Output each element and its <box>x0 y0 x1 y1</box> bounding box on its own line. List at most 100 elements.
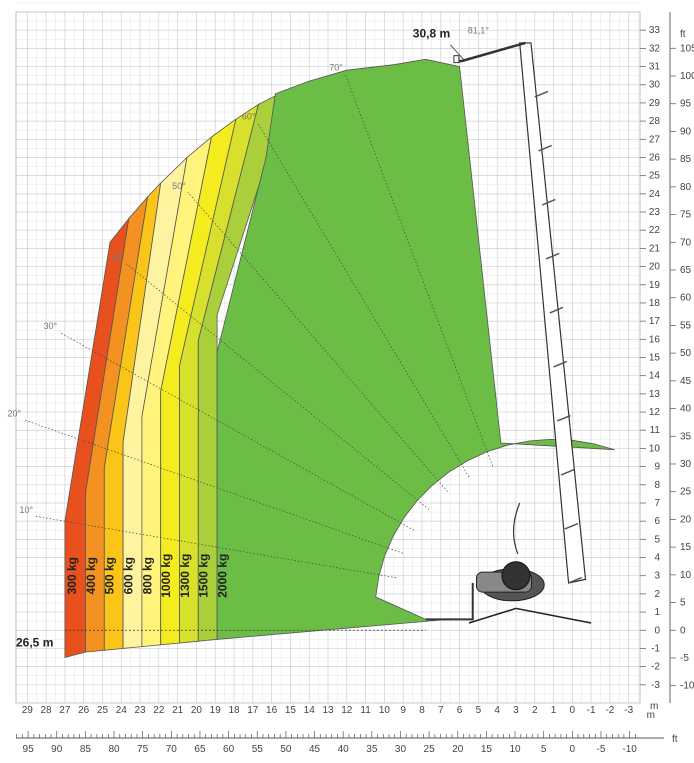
x-tick-ft: 35 <box>366 744 378 755</box>
y-tick-ft: 100 <box>680 71 694 82</box>
boom-segment <box>545 252 560 260</box>
y-tick-ft: 65 <box>680 265 692 276</box>
x-tick-ft: 10 <box>509 744 521 755</box>
y-tick-m: 0 <box>654 625 660 636</box>
y-tick-m: 15 <box>649 353 661 364</box>
boom-segment <box>549 306 564 314</box>
x-tick-m: 9 <box>400 705 406 716</box>
x-tick-m: 2 <box>532 705 538 716</box>
y-tick-ft: -5 <box>680 653 689 664</box>
y-tick-m: 23 <box>649 207 661 218</box>
x-tick-m: 18 <box>228 705 240 716</box>
x-tick-ft: 85 <box>80 744 92 755</box>
y-tick-m: 28 <box>649 116 661 127</box>
x-tick-ft: 45 <box>309 744 321 755</box>
load-zone-label: 800 kg <box>140 557 154 594</box>
angle-label: 20° <box>7 409 21 419</box>
y-tick-ft: 45 <box>680 376 692 387</box>
y-tick-m: 5 <box>654 534 660 545</box>
angle-label: 60° <box>242 112 256 122</box>
x-tick-ft: 80 <box>108 744 120 755</box>
angle-label: 40° <box>111 253 125 263</box>
x-tick-m: 8 <box>419 705 425 716</box>
x-tick-m: 17 <box>247 705 259 716</box>
x-tick-m: -2 <box>605 705 614 716</box>
y-tick-m: -1 <box>651 643 660 654</box>
boom-segment <box>557 414 571 422</box>
y-tick-ft: -10 <box>680 681 694 692</box>
boom-segment <box>560 468 575 476</box>
y-tick-ft: 10 <box>680 570 692 581</box>
boom-segment <box>534 90 549 98</box>
x-tick-m: 1 <box>551 705 557 716</box>
x-tick-m: 26 <box>78 705 90 716</box>
machine-drawing <box>425 41 592 624</box>
load-zones: 300 kg 400 kg 500 kg 600 kg 800 kg 1000 kg 130… <box>64 58 615 659</box>
load-zone-label: 1000 kg <box>159 554 173 598</box>
x-tick-ft: 20 <box>452 744 464 755</box>
x-tick-m: 25 <box>97 705 109 716</box>
x-tick-m: 16 <box>266 705 278 716</box>
x-tick-m: 13 <box>322 705 334 716</box>
y-tick-ft: 105 <box>680 43 694 54</box>
x-tick-m: 4 <box>494 705 500 716</box>
y-tick-m: -3 <box>651 680 660 691</box>
outriggers <box>468 607 592 624</box>
y-tick-m: 30 <box>649 80 661 91</box>
x-tick-ft: 90 <box>51 744 63 755</box>
x-tick-ft: 25 <box>424 744 436 755</box>
boom-angle-lines: 10° 20° 30° 40° 50° 60° 70° <box>7 62 494 579</box>
y-tick-ft: 30 <box>680 459 692 470</box>
y-tick-m: 7 <box>654 498 660 509</box>
x-tick-m: 24 <box>116 705 128 716</box>
angle-label: 30° <box>43 321 57 331</box>
angle-line <box>35 515 397 579</box>
axes: -3-2-10123456789101112131415161718192021… <box>16 12 694 755</box>
max-height-pointer <box>449 44 466 62</box>
lower-jib <box>425 582 474 621</box>
x-tick-ft: 30 <box>395 744 407 755</box>
y-tick-ft: 5 <box>680 598 686 609</box>
load-zone-label: 500 kg <box>103 557 117 594</box>
load-zone-2000-kg <box>216 58 615 640</box>
angle-label: 10° <box>20 505 34 515</box>
x-tick-ft: 60 <box>223 744 235 755</box>
y-tick-ft: 80 <box>680 182 692 193</box>
angle-line <box>58 331 415 531</box>
x-tick-m: -3 <box>624 705 633 716</box>
y-tick-ft: 15 <box>680 542 692 553</box>
x-tick-m: 11 <box>360 705 371 716</box>
x-tick-ft: -5 <box>597 744 606 755</box>
max-height-label: 30,8 m <box>413 26 450 40</box>
x-tick-m: 12 <box>341 705 353 716</box>
y-tick-m: 11 <box>650 425 661 436</box>
y-unit-m: m <box>647 710 655 721</box>
x-tick-m: 5 <box>476 705 482 716</box>
y-tick-ft: 70 <box>680 237 692 248</box>
y-tick-ft: 0 <box>680 625 686 636</box>
angle-line <box>23 419 403 554</box>
x-tick-m: 7 <box>438 705 444 716</box>
x-tick-m: 27 <box>59 705 71 716</box>
y-tick-m: 12 <box>649 407 661 418</box>
x-tick-m: 3 <box>513 705 519 716</box>
x-tick-ft: 5 <box>541 744 547 755</box>
y-tick-m: 24 <box>649 189 661 200</box>
y-tick-ft: 60 <box>680 293 692 304</box>
y-tick-m: 19 <box>649 280 661 291</box>
angle-line <box>187 191 448 492</box>
y-tick-m: 10 <box>649 443 661 454</box>
y-tick-ft: 35 <box>680 431 692 442</box>
y-tick-m: 1 <box>654 607 660 618</box>
y-tick-m: 31 <box>649 62 661 73</box>
boom-segment <box>541 198 556 206</box>
y-tick-m: 32 <box>649 43 661 54</box>
x-tick-m: -1 <box>587 705 596 716</box>
load-zone-label: 1500 kg <box>197 554 211 598</box>
angle-label: 50° <box>172 181 186 191</box>
y-tick-m: 21 <box>649 243 661 254</box>
annotations: 30,8 m 81,1° 26,5 m <box>16 25 489 649</box>
y-unit-ft: ft <box>680 29 686 40</box>
x-tick-m: 15 <box>285 705 297 716</box>
